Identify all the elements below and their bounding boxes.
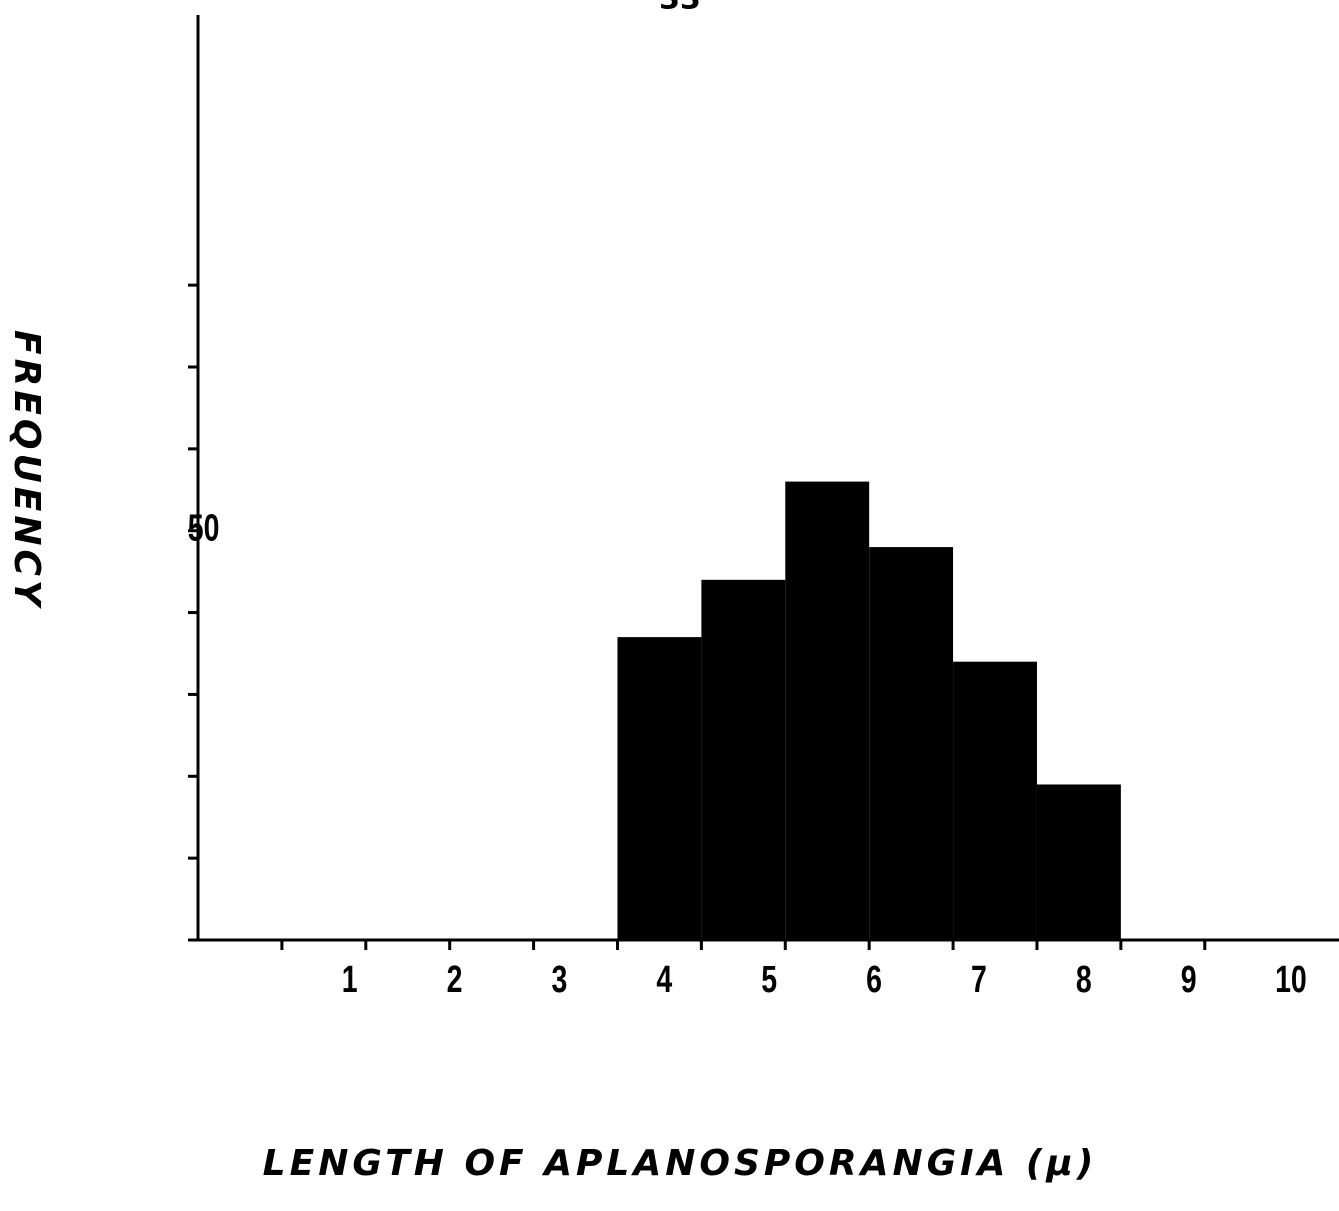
x-tick-label: 2: [447, 959, 463, 1001]
bar: [953, 661, 1037, 940]
x-tick-label: 4: [656, 959, 672, 1001]
x-tick-label: 3: [552, 959, 568, 1001]
x-tick-label: 10: [1275, 959, 1307, 1001]
y-tick-label: 50: [188, 508, 220, 550]
bar: [869, 547, 954, 940]
x-tick-label: 9: [1181, 959, 1197, 1001]
x-axis-label: LENGTH OF APLANOSPORANGIA (μ): [263, 1143, 1098, 1184]
x-tick-label: 7: [971, 959, 987, 1001]
x-tick-label: 5: [761, 959, 777, 1001]
x-tick-label: 6: [866, 959, 882, 1001]
x-tick-label: 8: [1076, 959, 1092, 1001]
bar: [617, 637, 702, 940]
x-tick-label: 1: [342, 959, 358, 1001]
bar: [785, 481, 870, 940]
y-axis-label: FREQUENCY: [6, 330, 47, 610]
bar: [701, 579, 786, 940]
page-number: 33: [659, 0, 701, 17]
bar: [1036, 784, 1121, 940]
